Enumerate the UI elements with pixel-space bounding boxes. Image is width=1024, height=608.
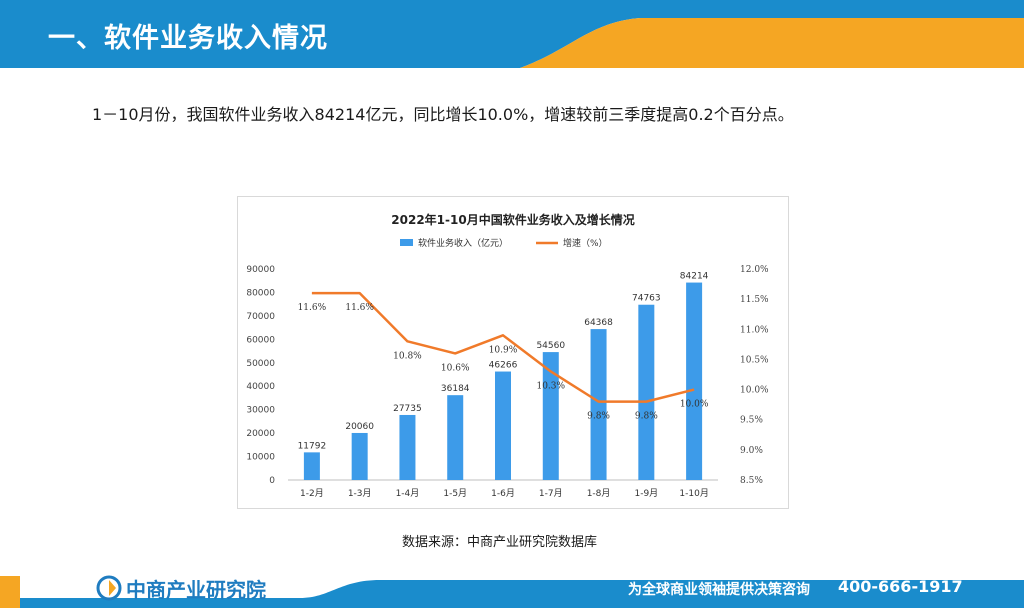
bar [542, 352, 559, 480]
line-value-label: 10.6% [441, 363, 470, 373]
logo-text: 中商产业研究院 [126, 577, 266, 602]
bar-value-label: 46266 [489, 361, 518, 371]
footer-background [0, 576, 1024, 608]
header-banner: 一、软件业务收入情况 [0, 0, 1024, 68]
bar-value-label: 27735 [393, 404, 422, 414]
summary-text: 1－10月份，我国软件业务收入84214亿元，同比增长10.0%，增速较前三季度… [92, 105, 794, 124]
line-value-label: 9.8% [587, 412, 610, 422]
x-tick-label: 1-2月 [300, 488, 324, 499]
chart-title: 2022年1-10月中国软件业务收入及增长情况 [391, 212, 634, 227]
bar [399, 414, 416, 480]
y-left-tick-label: 90000 [246, 265, 275, 275]
line-value-label: 10.3% [536, 381, 565, 391]
bar-value-label: 20060 [345, 422, 374, 432]
footer-phone: 400-666-1917 [838, 577, 963, 596]
y-left-tick-label: 0 [269, 476, 275, 486]
y-left-tick-label: 70000 [246, 312, 275, 322]
y-right-tick-label: 11.5% [740, 295, 769, 305]
y-left-tick-label: 60000 [246, 335, 275, 345]
x-tick-label: 1-5月 [443, 488, 467, 499]
bar-value-label: 36184 [441, 384, 470, 394]
y-right-tick-label: 8.5% [740, 476, 763, 486]
x-tick-label: 1-8月 [587, 488, 611, 499]
y-left-tick-label: 30000 [246, 406, 275, 416]
footer-slogan: 为全球商业领袖提供决策咨询 [628, 582, 810, 598]
y-left-tick-label: 20000 [246, 429, 275, 439]
bar [686, 282, 703, 480]
y-left-tick-label: 40000 [246, 382, 275, 392]
y-left-tick-label: 80000 [246, 288, 275, 298]
chart-legend: 软件业务收入（亿元） 增速（%） [400, 237, 608, 249]
y-right-tick-label: 12.0% [740, 265, 769, 275]
bar-value-label: 11792 [298, 441, 327, 451]
bar [351, 432, 368, 480]
line-value-label: 11.6% [298, 303, 327, 313]
y-left-tick-label: 10000 [246, 453, 275, 463]
line-value-label: 10.0% [680, 400, 709, 410]
y-right-tick-label: 9.5% [740, 416, 763, 426]
bar [447, 395, 464, 480]
x-tick-label: 1-10月 [679, 488, 708, 499]
x-tick-label: 1-6月 [491, 488, 515, 499]
bar-value-label: 54560 [536, 341, 565, 351]
footer-bar [0, 566, 1024, 608]
y-right-tick-label: 10.0% [740, 386, 769, 396]
y-right-tick-label: 10.5% [740, 355, 769, 365]
bar-value-label: 64368 [584, 318, 613, 328]
chart-frame: 2022年1-10月中国软件业务收入及增长情况 软件业务收入（亿元） 增速（%）… [237, 196, 789, 509]
x-tick-label: 1-9月 [634, 488, 658, 499]
line-value-label: 10.9% [489, 345, 518, 355]
legend-line-label: 增速（%） [563, 237, 608, 249]
x-tick-label: 1-3月 [348, 488, 372, 499]
bar-value-label: 74763 [632, 294, 661, 304]
header-background [0, 0, 1024, 68]
y-right-tick-label: 9.0% [740, 446, 763, 456]
page-title: 一、软件业务收入情况 [48, 23, 328, 54]
legend-bar-swatch [400, 239, 413, 246]
bar-value-label: 84214 [680, 272, 709, 282]
bar [590, 329, 607, 480]
line-value-label: 11.6% [345, 303, 374, 313]
bar [495, 371, 511, 480]
source-note: 数据来源：中商产业研究院数据库 [402, 535, 598, 550]
line-value-label: 9.8% [635, 412, 658, 422]
chart-svg: 2022年1-10月中国软件业务收入及增长情况 软件业务收入（亿元） 增速（%）… [246, 212, 769, 499]
bar [303, 452, 320, 480]
x-tick-label: 1-4月 [396, 488, 420, 499]
y-left-tick-label: 50000 [246, 359, 275, 369]
line-value-label: 10.8% [393, 351, 422, 361]
logo-icon [96, 575, 122, 601]
legend-bar-label: 软件业务收入（亿元） [418, 237, 508, 249]
bar [638, 304, 655, 480]
footer-logo: 中商产业研究院 [96, 574, 266, 602]
y-right-tick-label: 11.0% [740, 325, 769, 335]
x-tick-label: 1-7月 [539, 488, 563, 499]
